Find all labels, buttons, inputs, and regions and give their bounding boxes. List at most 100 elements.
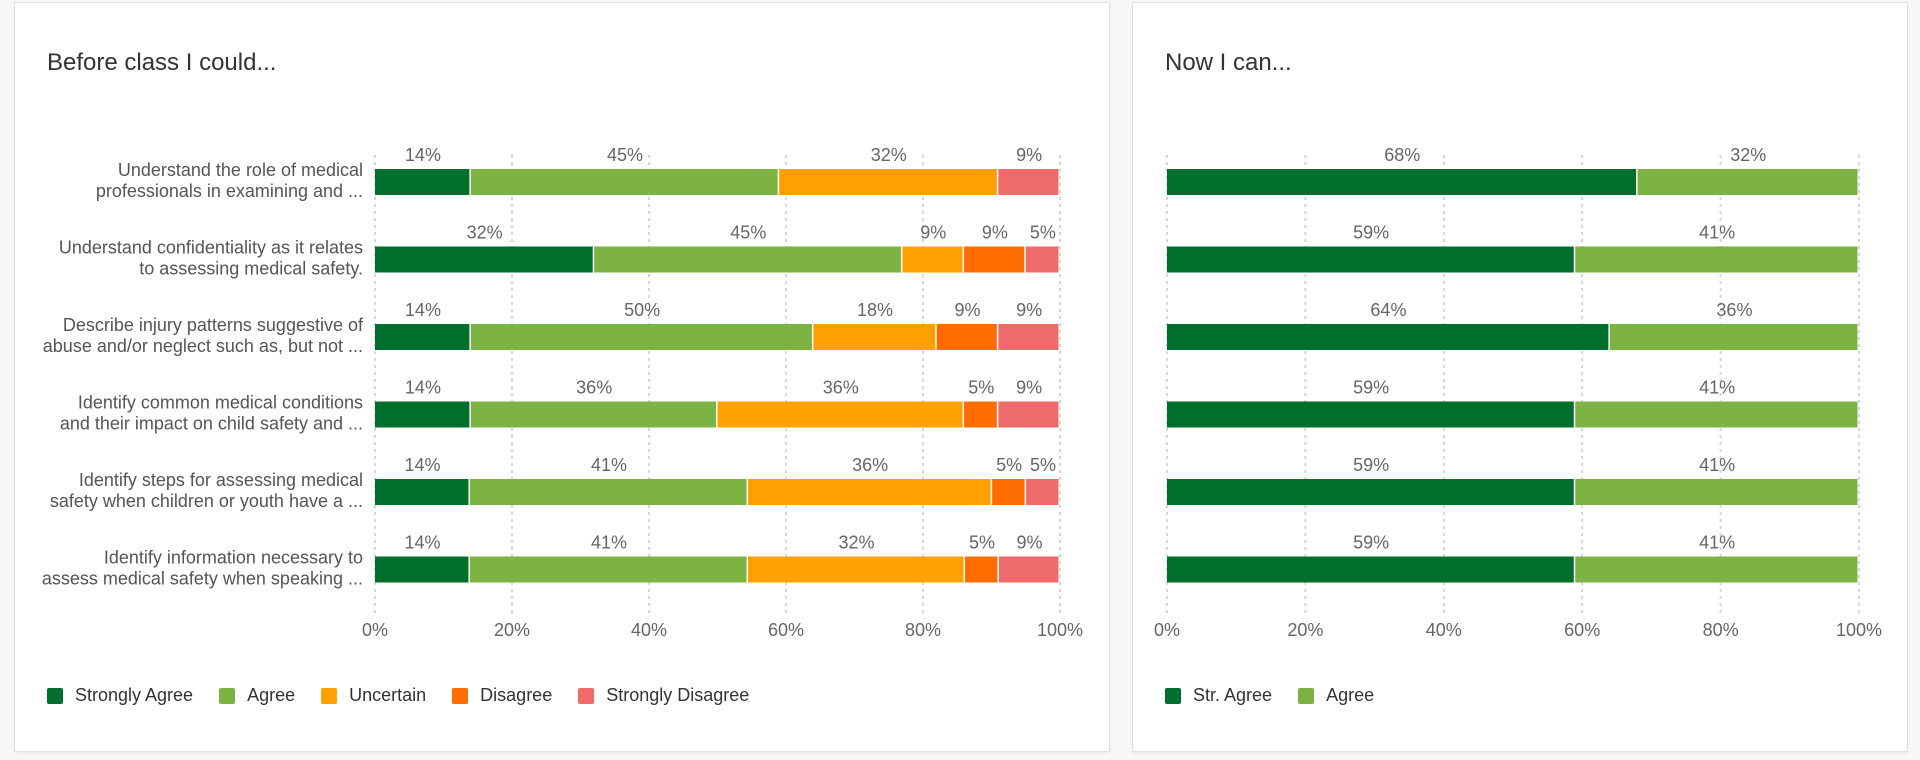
bar-segment — [964, 401, 997, 428]
data-label: 45% — [607, 145, 643, 165]
bar-segment — [1609, 324, 1858, 350]
data-label: 5% — [969, 533, 995, 553]
category-label-line: professionals in examining and ... — [96, 181, 363, 201]
legend-swatch — [1165, 687, 1181, 704]
bar-segment — [1167, 401, 1574, 428]
data-label: 5% — [1030, 455, 1056, 475]
bar-segment — [813, 324, 936, 350]
data-label: 59% — [1353, 378, 1389, 398]
legend-swatch — [578, 687, 595, 704]
category-label-line: abuse and/or neglect such as, but not ..… — [43, 336, 363, 356]
bar-segment — [998, 401, 1059, 428]
bar-segment — [717, 401, 963, 428]
data-label: 18% — [857, 300, 893, 320]
bar-segment — [779, 169, 997, 195]
data-label: 5% — [968, 378, 994, 398]
data-label: 41% — [591, 455, 627, 475]
legend-item: Strongly Disagree — [578, 685, 749, 706]
legend-label: Strongly Agree — [75, 685, 194, 705]
category-label-line: Understand confidentiality as it relates — [59, 238, 363, 258]
data-label: 41% — [1699, 533, 1735, 553]
bar-segment — [998, 169, 1059, 195]
legend-swatch — [47, 687, 63, 704]
x-tick-label: 20% — [494, 620, 530, 640]
bar-segment — [1575, 479, 1858, 505]
bar-segment — [1167, 479, 1574, 505]
chart-now: 0% 20% 40% 60% 80% 100% 68% 32% 59% 41% 64% 36% 59% 4… — [1154, 145, 1882, 640]
bar-segment — [469, 556, 747, 583]
category-label: Identify common medical conditions and th… — [60, 393, 363, 434]
chart-title-now: Now I can... — [1165, 49, 1292, 76]
bar-segment — [470, 401, 716, 428]
bar-segment — [1167, 246, 1574, 273]
legend-item: Uncertain — [321, 685, 426, 706]
data-label: 9% — [1016, 378, 1042, 398]
data-label: 9% — [955, 300, 981, 320]
bar-segment — [375, 556, 469, 583]
bar-segment — [1026, 479, 1059, 505]
data-label: 59% — [1353, 223, 1389, 243]
x-tick-label: 80% — [1703, 620, 1739, 640]
data-label: 14% — [404, 533, 440, 553]
bar-segment — [1167, 324, 1609, 350]
legend-before: Strongly Agree Agree Uncertain Disagree Stro… — [47, 685, 749, 706]
legend-swatch — [321, 687, 338, 704]
data-label: 36% — [823, 378, 859, 398]
legend-item: Strongly Agree — [47, 685, 193, 706]
data-label: 9% — [1016, 533, 1042, 553]
bar-segment — [1167, 169, 1637, 195]
chart-before: 0% 20% 40% 60% 80% 100% Understand the role of… — [42, 145, 1083, 640]
x-tick-label: 60% — [1564, 620, 1600, 640]
data-label: 14% — [405, 378, 441, 398]
data-label: 32% — [467, 223, 503, 243]
x-tick-label: 100% — [1037, 620, 1083, 640]
legend-label: Agree — [247, 685, 296, 705]
data-label: 5% — [1030, 223, 1056, 243]
x-tick-label: 0% — [1154, 620, 1180, 640]
legend-now: Str. Agree Agree — [1165, 685, 1374, 706]
bar-segment — [470, 169, 778, 195]
bar-segment — [1637, 169, 1858, 195]
category-label-line: to assessing medical safety. — [139, 259, 363, 279]
bar-segment — [375, 169, 470, 195]
data-label: 41% — [1699, 378, 1735, 398]
x-tick-label: 100% — [1836, 620, 1882, 640]
category-label-line: Understand the role of medical — [118, 160, 363, 180]
bar-segment — [992, 479, 1025, 505]
legend-swatch — [219, 687, 236, 704]
chart-title-before: Before class I could... — [47, 49, 277, 76]
bar-segment — [469, 479, 747, 505]
data-label: 32% — [871, 145, 907, 165]
bar-segment — [965, 556, 998, 583]
legend-label: Strongly Disagree — [606, 685, 750, 705]
data-label: 64% — [1370, 300, 1406, 320]
data-label: 36% — [1716, 300, 1752, 320]
x-tick-label: 20% — [1287, 620, 1323, 640]
chart-card-now: Now I can... 0% 20% 40% 60% 80% 100% 68% 32% 59%… — [1132, 2, 1908, 752]
bar-segment — [1167, 556, 1574, 583]
bar-segment — [748, 556, 964, 583]
x-tick-label: 40% — [631, 620, 667, 640]
data-label: 9% — [920, 223, 946, 243]
legend-item: Disagree — [452, 685, 552, 706]
category-label-line: assess medical safety when speaking ... — [42, 569, 363, 589]
bar-segment — [998, 556, 1059, 583]
bar-segment — [1025, 246, 1059, 273]
category-label-line: Identify information necessary to — [104, 548, 363, 568]
data-label: 50% — [624, 300, 660, 320]
data-label: 9% — [1016, 300, 1042, 320]
x-tick-label: 40% — [1426, 620, 1462, 640]
data-label: 36% — [852, 455, 888, 475]
legend-label: Uncertain — [349, 685, 427, 705]
bar-segment — [375, 479, 469, 505]
data-label: 41% — [591, 533, 627, 553]
category-label: Understand confidentiality as it relates… — [59, 238, 363, 279]
legend-label: Agree — [1326, 685, 1375, 705]
x-tick-label: 0% — [362, 620, 388, 640]
category-label-line: Describe injury patterns suggestive of — [63, 315, 364, 335]
category-label: Identify information necessary to assess … — [42, 548, 363, 589]
data-label: 59% — [1353, 455, 1389, 475]
data-label: 41% — [1699, 223, 1735, 243]
data-label: 45% — [730, 223, 766, 243]
chart-card-before: Before class I could... 0% 20% 40% 60% 80% 10… — [14, 2, 1110, 752]
